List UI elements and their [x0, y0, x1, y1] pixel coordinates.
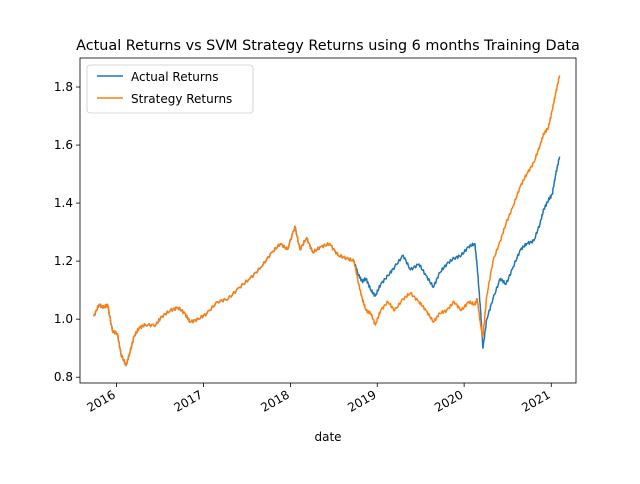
legend-label-actual-returns: Actual Returns — [131, 70, 218, 84]
x-axis-label: date — [314, 430, 341, 444]
y-tick-label: 1.8 — [54, 80, 73, 94]
series-line-strategy-returns — [93, 75, 561, 367]
y-axis-ticks: 0.8 1.0 1.2 1.4 1.6 1.8 — [54, 80, 80, 384]
legend: Actual Returns Strategy Returns — [86, 64, 254, 114]
y-tick-label: 1.0 — [54, 312, 73, 326]
axes-frame — [79, 57, 577, 384]
legend-label-strategy-returns: Strategy Returns — [131, 92, 232, 106]
y-tick-label: 1.2 — [54, 254, 73, 268]
chart-title: Actual Returns vs SVM Strategy Returns u… — [76, 38, 580, 54]
y-tick-label: 0.8 — [54, 370, 73, 384]
series-lines — [93, 75, 561, 367]
y-tick-label: 1.6 — [54, 138, 73, 152]
legend-box — [86, 64, 254, 114]
y-tick-label: 1.4 — [54, 196, 73, 210]
